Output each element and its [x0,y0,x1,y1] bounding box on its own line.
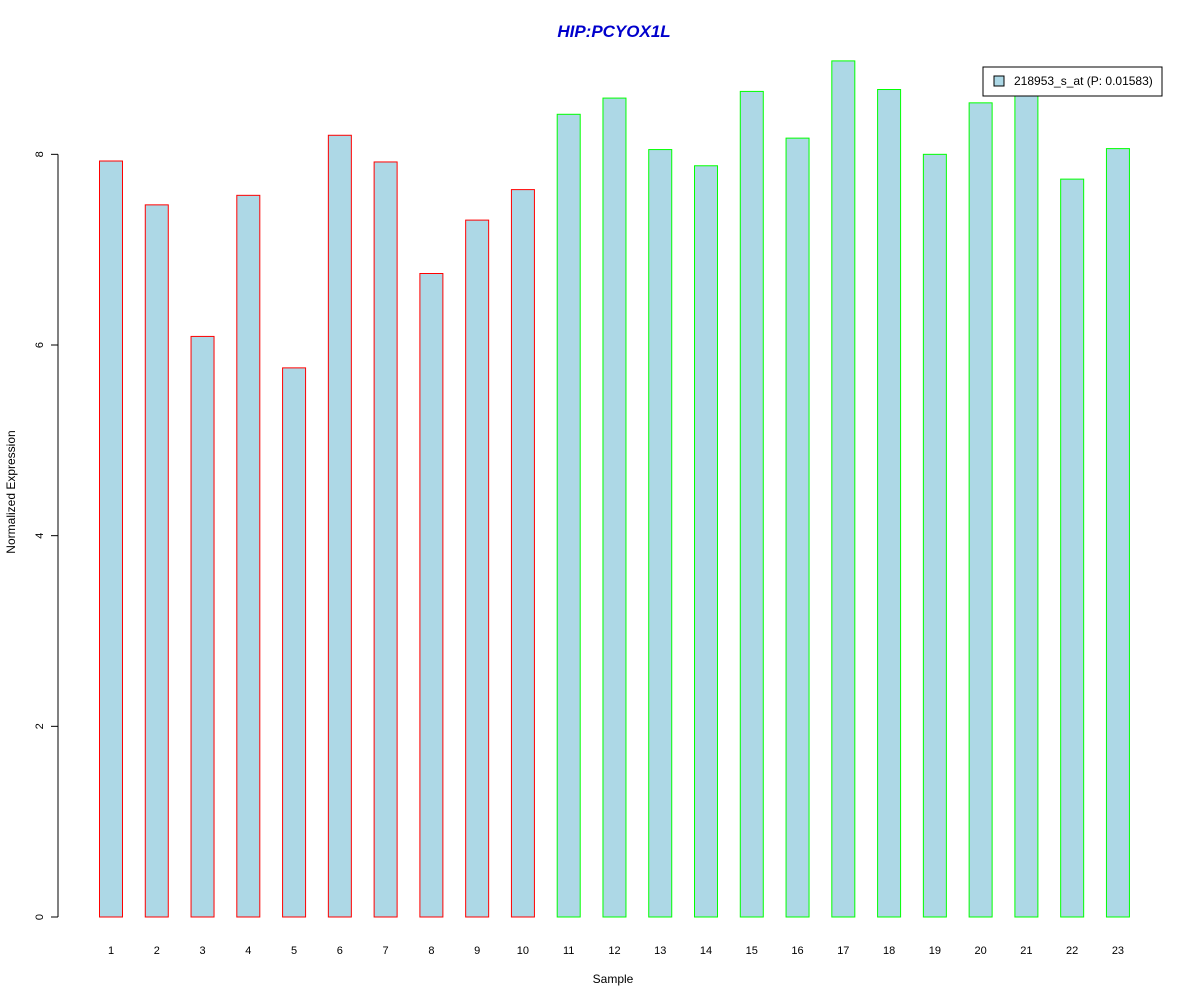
bar [648,149,673,918]
x-axis-label: Sample [593,972,634,986]
x-tick-label: 14 [700,945,712,957]
x-tick-label: 23 [1112,945,1124,957]
x-tick-label: 3 [199,945,205,957]
x-tick-label: 16 [791,945,803,957]
x-tick-label: 6 [337,945,343,957]
bar [327,134,352,918]
x-tick-label: 15 [746,945,758,957]
x-tick-label: 8 [428,945,434,957]
y-axis: 0 2 4 6 8 [34,151,59,920]
x-tick-label: 21 [1020,945,1032,957]
x-tick-label: 18 [883,945,895,957]
x-tick-label: 20 [975,945,987,957]
y-tick-label: 8 [34,151,46,157]
x-tick-label: 11 [563,945,574,957]
bar [99,160,123,918]
bar [602,97,627,918]
bar [236,194,261,918]
bar [1105,148,1130,918]
legend: 218953_s_at (P: 0.01583) [982,66,1163,97]
bar [1060,178,1085,918]
bar [282,367,307,918]
x-tick-label: 10 [517,945,529,957]
bar [694,165,719,918]
y-tick-label: 0 [34,914,46,920]
bar [968,102,993,918]
x-tick-label: 1 [108,945,114,957]
y-tick-label: 6 [34,342,46,348]
bar [785,137,810,918]
y-axis-label: Normalized Expression [4,430,18,553]
x-tick-label: 12 [608,945,620,957]
bar [465,219,490,918]
legend-box [982,66,1163,97]
bar [922,153,947,918]
legend-label: 218953_s_at (P: 0.01583) [1014,74,1153,88]
x-tick-label: 22 [1066,945,1078,957]
bar [419,273,444,918]
bar [144,204,169,918]
y-tick-label: 4 [34,533,46,539]
bar [556,113,581,918]
bars-group [99,60,1130,918]
x-tick-label: 2 [154,945,160,957]
bar [831,60,856,918]
bar [739,90,764,918]
y-tick-label: 2 [34,723,46,729]
bar [190,335,215,918]
legend-swatch [993,75,1005,87]
bar [510,189,535,918]
x-tick-label: 4 [245,945,251,957]
x-tick-label: 5 [291,945,297,957]
x-tick-label: 19 [929,945,941,957]
x-tick-label: 17 [837,945,849,957]
chart-title: HIP:PCYOX1L [557,22,670,41]
bar [373,161,398,918]
x-tick-label: 7 [383,945,389,957]
bar [1014,93,1039,918]
x-tick-label: 9 [474,945,480,957]
x-tick-labels: 1 2 3 4 5 6 7 8 9 10 11 12 13 14 15 16 17 18 19 20 21 22 23 [108,945,1124,957]
x-tick-label: 13 [654,945,666,957]
bar [877,89,902,918]
